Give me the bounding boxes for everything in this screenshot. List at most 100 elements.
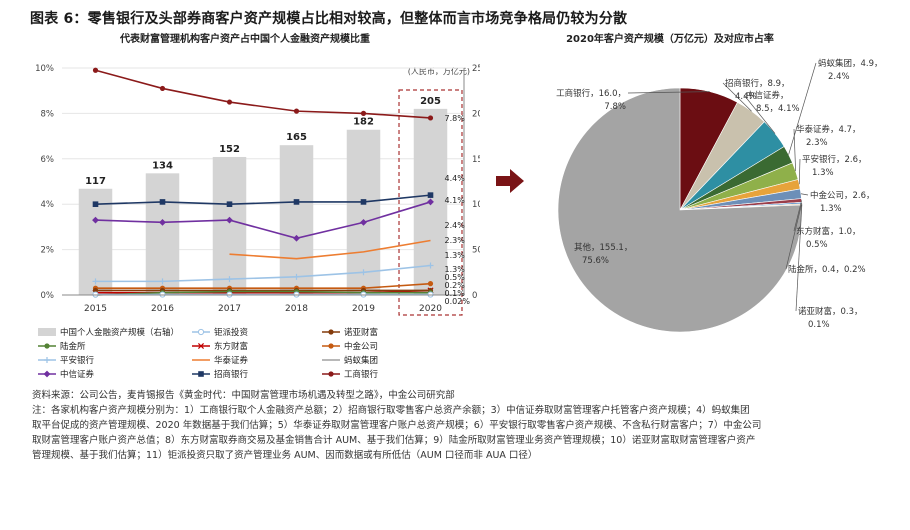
line-point (198, 371, 204, 377)
pie-label-share: 1.3% (812, 168, 834, 178)
x-tick-label: 2016 (151, 304, 174, 314)
bar (145, 173, 180, 295)
pie-label: 其他，155.1， (574, 242, 632, 253)
y-left-tick-label: 10% (35, 64, 54, 74)
end-value-label: 2.4% (445, 221, 466, 230)
pie-label: 陆金所，0.4，0.2% (788, 264, 866, 275)
series-line (95, 290, 431, 296)
line-point (197, 342, 205, 350)
bar-data-label: 134 (152, 160, 173, 171)
y-right-tick-label: 100 (472, 200, 480, 210)
legend-label: 蚂蚁集团 (344, 355, 378, 366)
legend-label: 中信证券 (60, 369, 95, 380)
end-value-label: 4.4% (445, 174, 466, 183)
end-value-label: 0.02% (445, 297, 471, 306)
pie-label-share: 7.8% (604, 102, 626, 112)
line-point (360, 269, 367, 276)
bar-data-label: 152 (219, 144, 240, 155)
x-tick-label: 2015 (84, 304, 107, 314)
transition-arrow (496, 169, 524, 193)
line-point (328, 329, 334, 335)
pie-label-share: 1.3% (820, 204, 842, 214)
line-point (293, 199, 300, 205)
bar-data-label: 182 (353, 117, 374, 128)
line-point (226, 216, 233, 224)
note-line: 取平台促成的资产管理规模、2020 年数据基于我们估算；5）华泰证券取财富管理客… (32, 420, 762, 431)
bar (279, 145, 314, 295)
source-notes: 资料来源：公司公告，麦肯锡报告《黄金时代：中国财富管理市场机遇及转型之路》，中金… (32, 388, 872, 463)
legend-item: 平安银行 (38, 355, 95, 366)
series-line (95, 194, 431, 206)
line-point (226, 201, 233, 207)
leader-line (627, 91, 710, 94)
legend-label: 工商银行 (344, 369, 379, 380)
y-right-tick-label: 50 (472, 246, 480, 256)
highlight-box (398, 89, 463, 316)
legend-label: 陆金所 (60, 341, 86, 352)
legend-label: 钜派投资 (214, 327, 249, 338)
pie-label-share: 75.6% (582, 256, 609, 266)
legend-label: 中国个人金融资产规模（右轴） (60, 327, 179, 338)
line-point (159, 199, 166, 205)
bar (346, 129, 381, 295)
legend-label: 诺亚财富 (344, 327, 378, 338)
legend-item: 招商银行 (192, 369, 249, 380)
legend-label: 平安银行 (60, 355, 95, 366)
pie-chart-title: 2020年客户资产规模（万亿元）及对应市占率 (566, 32, 774, 45)
line-point (159, 278, 166, 285)
y-left-tick-label: 4% (41, 200, 55, 210)
legend-swatch (38, 328, 56, 336)
y-left-tick-label: 2% (41, 246, 55, 256)
arrow-right-icon (496, 169, 524, 193)
legend-item: 诺亚财富 (322, 327, 378, 338)
pie-label-share: 2.3% (806, 138, 828, 148)
end-value-label: 7.8% (445, 114, 466, 123)
end-value-label: 2.3% (445, 236, 466, 245)
legend-label: 东方财富 (214, 341, 248, 352)
pie-label-share: 2.4% (828, 72, 850, 82)
pie-label: 招商银行，8.9， (725, 78, 790, 89)
legend-label: 中金公司 (344, 341, 378, 352)
y-right-tick-label: 150 (472, 155, 480, 165)
y-right-tick-label: 0 (472, 291, 477, 301)
pie-slice (557, 87, 803, 333)
end-value-label: 0.1% (445, 289, 466, 298)
leader-line (793, 128, 796, 172)
pie-label-share: 8.5，4.1% (756, 104, 800, 114)
series-line (95, 201, 431, 240)
end-value-label: 0.2% (445, 281, 466, 290)
legend-item: 华泰证券 (192, 355, 249, 366)
legend-item: 蚂蚁集团 (322, 355, 378, 366)
pie-label: 中金公司，2.6， (810, 190, 875, 201)
series-line (95, 282, 431, 289)
line-point (92, 216, 99, 224)
pie-chart: 2020年客户资产规模（万亿元）及对应市占率 工商银行，16.0， 7.8% 招商银… (556, 32, 883, 333)
line-point (92, 278, 99, 285)
note-line: 注：各家机构客户资产规模分别为：1）工商银行取个人金融资产总额；2）招商银行取零… (32, 405, 750, 416)
line-point (43, 370, 51, 378)
line-point (293, 108, 300, 114)
line-point (427, 281, 434, 287)
legend-item: 东方财富 (192, 341, 248, 352)
pie-label: 蚂蚁集团，4.9， (818, 58, 883, 69)
series-line (95, 264, 431, 283)
bar (212, 156, 247, 295)
pie-label-share: 0.5% (806, 240, 828, 250)
x-tick-label: 2020 (419, 304, 442, 314)
end-value-label: 4.1% (445, 196, 466, 205)
legend-item: 钜派投资 (192, 327, 249, 338)
line-point (92, 201, 99, 207)
unit-note: (人民币，万亿元) (408, 66, 470, 76)
bar-data-label: 117 (85, 176, 106, 187)
line-point (328, 343, 334, 349)
y-left-tick-label: 6% (41, 155, 55, 165)
series-line (229, 239, 431, 260)
line-point (44, 343, 50, 349)
leader-line (788, 62, 817, 155)
line-point (293, 234, 300, 242)
legend-item: 陆金所 (38, 341, 86, 352)
line-point (360, 218, 367, 226)
line-point (226, 276, 233, 283)
note-line: 管理规模、基于我们估算；11）钜派投资只取了资产管理业务 AUM、因而数据或有所… (32, 450, 538, 461)
line-point (328, 371, 334, 377)
